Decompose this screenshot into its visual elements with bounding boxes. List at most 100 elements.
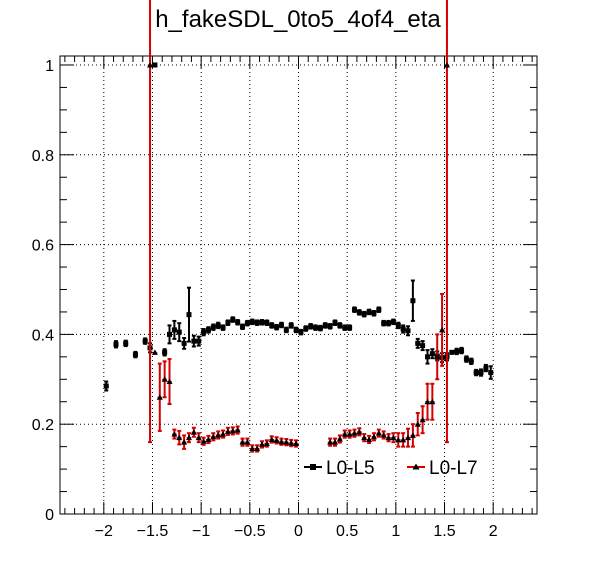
data-point-square <box>454 348 460 354</box>
data-point-square <box>390 319 396 325</box>
data-point-triangle <box>327 439 334 445</box>
y-tick-label: 0.2 <box>32 417 54 434</box>
data-point-square <box>303 326 309 332</box>
legend-marker-square <box>310 464 316 470</box>
data-point-triangle <box>278 438 285 445</box>
data-point-square <box>254 320 260 326</box>
data-point-square <box>269 322 275 328</box>
y-tick-label: 0.8 <box>32 148 54 165</box>
x-tick-label: −1 <box>192 523 210 540</box>
data-point-triangle <box>220 431 227 437</box>
data-point-square <box>210 324 216 330</box>
data-point-square <box>220 325 226 331</box>
data-point-square <box>361 311 367 317</box>
data-point-square <box>230 317 236 323</box>
data-point-square <box>249 319 255 325</box>
data-point-square <box>459 348 465 354</box>
data-point-square <box>283 327 289 333</box>
data-point-triangle <box>439 326 446 333</box>
data-point-square <box>201 329 207 335</box>
data-point-square <box>259 319 265 325</box>
data-point-triangle <box>370 433 377 440</box>
data-point-square <box>123 340 129 346</box>
data-point-square <box>288 322 294 328</box>
data-point-triangle <box>161 376 168 382</box>
data-point-square <box>308 323 314 329</box>
data-point-square <box>176 329 182 335</box>
data-point-triangle <box>288 440 295 446</box>
data-point-square <box>322 322 328 328</box>
data-point-triangle <box>229 427 236 434</box>
data-point-square <box>449 349 455 355</box>
data-point-triangle <box>443 61 450 68</box>
data-point-square <box>342 325 348 331</box>
data-point-square <box>274 324 280 330</box>
data-point-square <box>405 328 411 334</box>
data-point-square <box>332 320 338 326</box>
data-point-square <box>186 312 192 318</box>
data-point-triangle <box>171 431 178 437</box>
data-point-square <box>366 309 372 315</box>
data-point-triangle <box>385 434 392 441</box>
data-point-triangle <box>263 440 270 447</box>
data-point-triangle <box>234 427 241 433</box>
data-point-triangle <box>244 439 251 445</box>
data-point-square <box>337 322 343 328</box>
data-point-triangle <box>215 431 222 438</box>
data-point-square <box>264 320 270 326</box>
data-point-triangle <box>210 433 217 440</box>
data-point-triangle <box>341 431 348 437</box>
data-point-triangle <box>156 394 163 400</box>
data-point-triangle <box>147 61 154 68</box>
data-point-square <box>225 320 231 326</box>
data-point-square <box>317 325 323 331</box>
data-point-square <box>376 307 382 313</box>
data-point-triangle <box>249 445 256 451</box>
data-point-square <box>167 331 173 337</box>
data-point-triangle <box>190 429 197 435</box>
legend-label: L0-L5 <box>326 458 375 479</box>
data-point-square <box>483 365 489 371</box>
data-point-square <box>478 370 484 376</box>
data-point-triangle <box>205 436 212 442</box>
legend-label: L0-L7 <box>429 458 478 479</box>
data-point-square <box>400 326 406 332</box>
data-point-square <box>347 325 353 331</box>
data-point-square <box>371 310 377 316</box>
data-point-triangle <box>273 437 280 443</box>
data-point-triangle <box>366 436 373 442</box>
x-tick-label: 1.5 <box>433 523 455 540</box>
y-tick-label: 0.4 <box>32 327 54 344</box>
data-point-square <box>162 349 168 355</box>
data-point-triangle <box>200 438 207 444</box>
data-point-triangle <box>380 431 387 438</box>
data-point-square <box>240 324 246 330</box>
data-point-square <box>424 354 430 360</box>
data-point-triangle <box>409 432 416 438</box>
x-tick-label: −1.5 <box>137 523 169 540</box>
data-point-square <box>327 323 333 329</box>
y-tick-label: 0 <box>45 507 54 524</box>
data-point-square <box>488 370 494 376</box>
x-tick-label: 2 <box>489 523 498 540</box>
data-point-triangle <box>224 428 231 434</box>
data-point-square <box>298 329 304 335</box>
data-point-triangle <box>434 353 441 360</box>
data-point-triangle <box>351 430 358 436</box>
data-point-triangle <box>239 439 246 445</box>
chart-title: h_fakeSDL_0to5_4of4_eta <box>155 6 441 33</box>
data-point-square <box>415 340 421 346</box>
data-point-square <box>381 320 387 326</box>
data-point-triangle <box>336 436 343 442</box>
data-point-square <box>132 352 138 358</box>
y-tick-label: 0.6 <box>32 238 54 255</box>
data-point-triangle <box>254 445 261 451</box>
data-point-triangle <box>361 434 368 441</box>
x-tick-label: −2 <box>95 523 113 540</box>
data-point-square <box>473 370 479 376</box>
data-point-triangle <box>414 421 421 427</box>
data-point-square <box>196 338 202 344</box>
data-point-triangle <box>151 349 158 355</box>
data-point-square <box>235 319 241 325</box>
data-point-square <box>313 325 319 331</box>
